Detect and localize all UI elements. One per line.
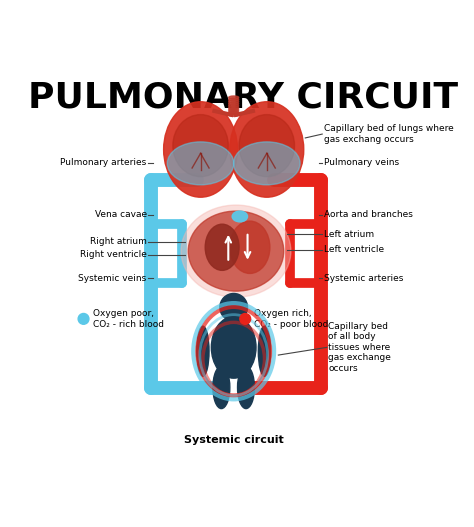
Circle shape — [240, 314, 251, 324]
Ellipse shape — [228, 96, 239, 99]
Ellipse shape — [228, 111, 239, 114]
Ellipse shape — [228, 98, 239, 101]
Text: Systemic veins: Systemic veins — [78, 274, 146, 282]
Ellipse shape — [211, 317, 256, 378]
Ellipse shape — [234, 142, 300, 185]
Ellipse shape — [197, 326, 209, 376]
Ellipse shape — [173, 114, 228, 177]
Text: Vena cavae: Vena cavae — [94, 210, 146, 219]
Ellipse shape — [232, 211, 247, 222]
Ellipse shape — [237, 366, 255, 408]
Text: Aorta and branches: Aorta and branches — [324, 210, 413, 219]
Ellipse shape — [228, 100, 239, 103]
Text: Capillary bed
of all body
tissues where
gas exchange
occurs: Capillary bed of all body tissues where … — [328, 322, 391, 373]
Text: Left ventricle: Left ventricle — [324, 245, 384, 254]
Ellipse shape — [239, 114, 294, 177]
Ellipse shape — [181, 205, 291, 297]
Ellipse shape — [258, 326, 271, 376]
Ellipse shape — [230, 102, 304, 197]
Text: Pulmonary arteries: Pulmonary arteries — [60, 158, 146, 167]
Circle shape — [78, 314, 89, 324]
Ellipse shape — [228, 108, 239, 111]
Text: Systemic circuit: Systemic circuit — [184, 435, 283, 445]
Ellipse shape — [164, 102, 237, 197]
Ellipse shape — [228, 102, 239, 105]
Text: Right atrium: Right atrium — [90, 237, 146, 247]
Ellipse shape — [167, 142, 234, 185]
Ellipse shape — [228, 104, 239, 107]
Ellipse shape — [228, 105, 239, 109]
Text: Oxygen poor,
CO₂ - rich blood: Oxygen poor, CO₂ - rich blood — [93, 309, 164, 328]
Text: Capillary bed of lungs where
gas exchang occurs: Capillary bed of lungs where gas exchang… — [324, 124, 454, 144]
Text: Left atrium: Left atrium — [324, 230, 374, 239]
Ellipse shape — [205, 224, 239, 270]
Text: Right ventricle: Right ventricle — [80, 250, 146, 259]
Ellipse shape — [230, 221, 270, 274]
Ellipse shape — [228, 110, 239, 113]
Text: Oxygen rich,
CO₂ - poor blood: Oxygen rich, CO₂ - poor blood — [255, 309, 329, 328]
Circle shape — [220, 294, 247, 321]
Text: PULMONARY CIRCUIT: PULMONARY CIRCUIT — [28, 80, 458, 114]
Ellipse shape — [228, 113, 239, 116]
Text: Systemic arteries: Systemic arteries — [324, 274, 403, 282]
Ellipse shape — [188, 211, 284, 291]
Text: Pulmonary veins: Pulmonary veins — [324, 158, 399, 167]
Ellipse shape — [213, 366, 230, 408]
